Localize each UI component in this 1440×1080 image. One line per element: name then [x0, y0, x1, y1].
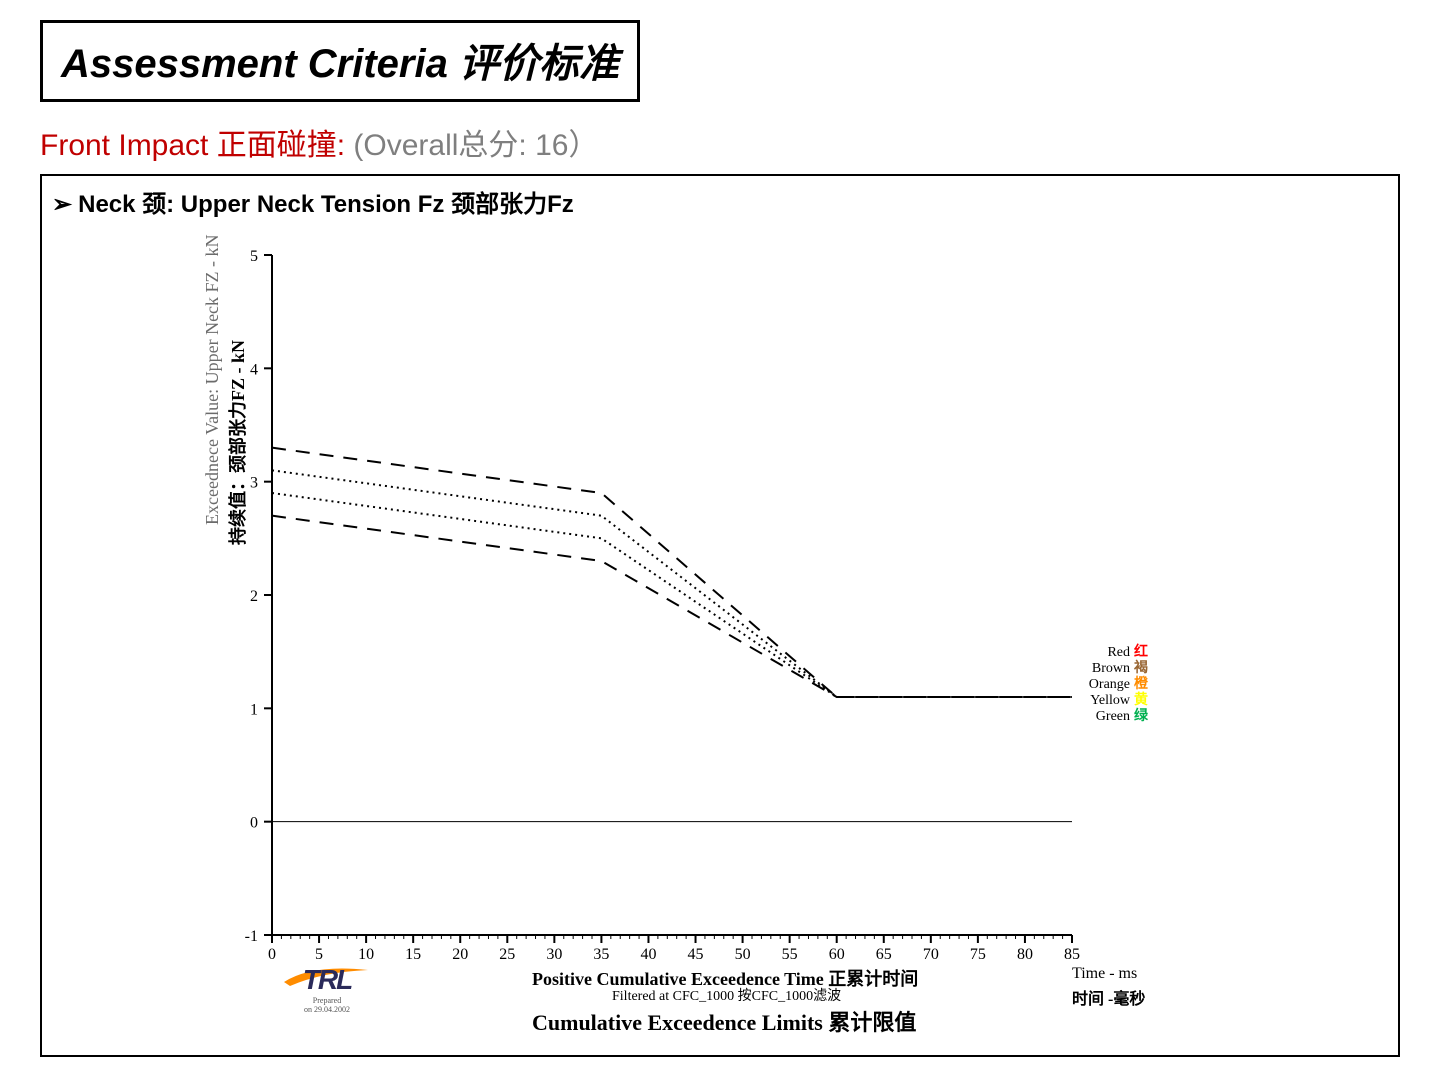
- x-tick-label: 60: [829, 946, 845, 963]
- x-tick-label: 50: [735, 946, 751, 963]
- legend: Red红Brown褐Orange橙Yellow黄Green绿: [1082, 645, 1148, 725]
- bullet-icon: ➢: [52, 191, 72, 218]
- x-tick-label: 40: [640, 946, 656, 963]
- series-upper-dotted: [272, 470, 1072, 697]
- legend-zh: 红: [1134, 645, 1148, 661]
- y-axis-label-zh: 持续值：颈部张力FZ - kN: [224, 340, 250, 545]
- chart-area: Exceednece Value: Upper Neck FZ - kN 持续值…: [52, 225, 1388, 1045]
- x-tick-label: 85: [1064, 946, 1080, 963]
- legend-zh: 橙: [1134, 677, 1148, 693]
- y-tick-label: 2: [250, 588, 258, 605]
- series-lower-dotted: [272, 493, 1072, 697]
- legend-en: Brown: [1082, 661, 1130, 677]
- y-tick-label: 4: [250, 361, 258, 378]
- subtitle: Front Impact 正面碰撞: (Overall总分: 16）: [40, 120, 1400, 164]
- series-upper-dashed: [272, 448, 1072, 697]
- subtitle-gray: (Overall总分: 16）: [353, 129, 598, 162]
- x-tick-label: 70: [923, 946, 939, 963]
- y-tick-label: 0: [250, 815, 258, 832]
- title-box: Assessment Criteria 评价标准: [40, 20, 640, 102]
- x-tick-label: 20: [452, 946, 468, 963]
- panel-header: ➢Neck 颈: Upper Neck Tension Fz 颈部张力Fz: [52, 184, 1388, 219]
- legend-en: Green: [1082, 709, 1130, 725]
- series-lower-dashed: [272, 516, 1072, 697]
- page-title: Assessment Criteria 评价标准: [61, 42, 619, 86]
- x-tick-label: 25: [499, 946, 515, 963]
- x-axis-sub3: Cumulative Exceedence Limits 累计限值: [532, 1005, 916, 1037]
- x-tick-label: 65: [876, 946, 892, 963]
- legend-zh: 褐: [1134, 661, 1148, 677]
- x-tick-label: 35: [593, 946, 609, 963]
- chart-svg: -101234505101520253035404550556065707580…: [52, 225, 1372, 1045]
- y-axis-label-en: Exceednece Value: Upper Neck FZ - kN: [202, 234, 223, 525]
- legend-zh: 黄: [1134, 693, 1148, 709]
- chart-panel: ➢Neck 颈: Upper Neck Tension Fz 颈部张力Fz Ex…: [40, 174, 1400, 1057]
- x-tick-label: 15: [405, 946, 421, 963]
- y-tick-label: 1: [250, 701, 258, 718]
- x-tick-label: 0: [268, 946, 276, 963]
- legend-row: Green绿: [1082, 709, 1148, 725]
- legend-row: Orange橙: [1082, 677, 1148, 693]
- page-root: Assessment Criteria 评价标准 Front Impact 正面…: [0, 0, 1440, 1077]
- x-tick-label: 75: [970, 946, 986, 963]
- logo-sub1: Prepared: [282, 996, 372, 1005]
- x-tick-label: 30: [546, 946, 562, 963]
- subtitle-red: Front Impact 正面碰撞:: [40, 129, 353, 162]
- logo-sub2: on 29.04.2002: [282, 1005, 372, 1014]
- panel-header-text: Neck 颈: Upper Neck Tension Fz 颈部张力Fz: [78, 191, 574, 218]
- legend-row: Yellow黄: [1082, 693, 1148, 709]
- legend-en: Red: [1082, 645, 1130, 661]
- logo: TRL Prepared on 29.04.2002: [282, 960, 372, 1014]
- legend-en: Yellow: [1082, 693, 1130, 709]
- x-tick-label: 80: [1017, 946, 1033, 963]
- time-label-en: Time - ms: [1072, 965, 1137, 983]
- x-axis-sub2: Filtered at CFC_1000 按CFC_1000滤波: [612, 985, 841, 1005]
- x-tick-label: 45: [688, 946, 704, 963]
- legend-zh: 绿: [1134, 709, 1148, 725]
- x-tick-label: 55: [782, 946, 798, 963]
- legend-row: Brown褐: [1082, 661, 1148, 677]
- legend-row: Red红: [1082, 645, 1148, 661]
- y-tick-label: 3: [250, 475, 258, 492]
- y-tick-label: 5: [250, 248, 258, 265]
- time-label-zh: 时间 -毫秒: [1072, 985, 1145, 1009]
- legend-en: Orange: [1082, 677, 1130, 693]
- y-tick-label: -1: [245, 928, 258, 945]
